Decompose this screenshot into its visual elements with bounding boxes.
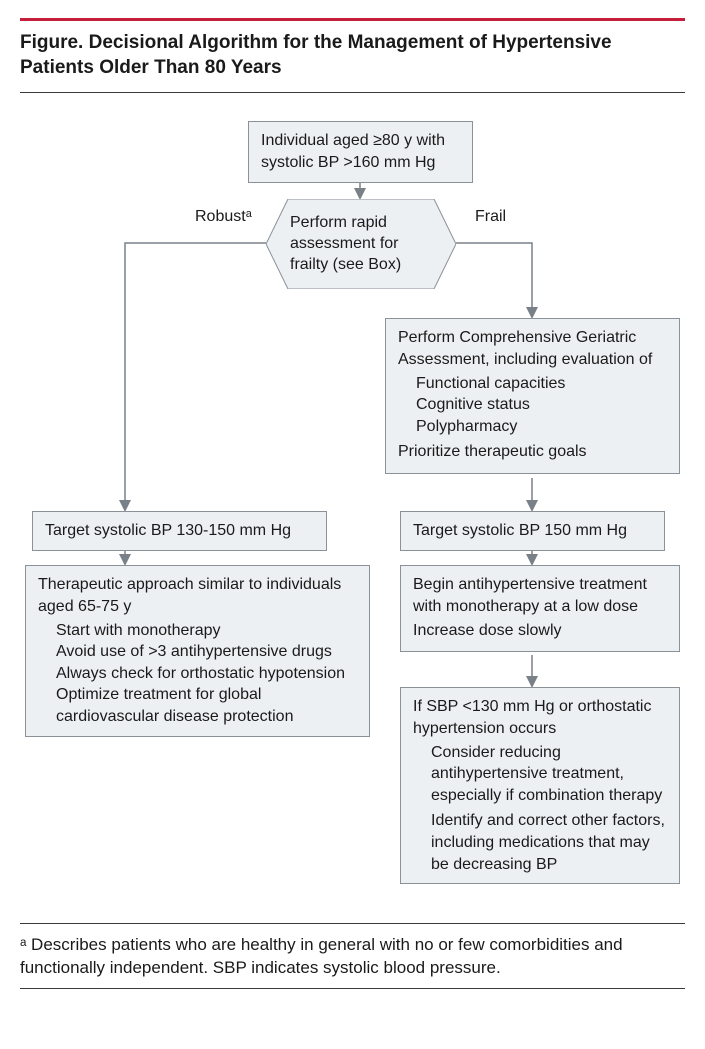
branch-label-frail-text: Frail bbox=[475, 208, 506, 225]
branch-label-robust: Robustᵃ bbox=[195, 208, 252, 226]
node-target-left: Target systolic BP 130-150 mm Hg bbox=[32, 511, 327, 551]
node-if-sbp: If SBP <130 mm Hg or orthostatic hyperte… bbox=[400, 687, 680, 884]
node-begin-right-line-0: Begin antihypertensive treatment with mo… bbox=[413, 574, 667, 617]
node-approach-left-item-1: Avoid use of >3 antihypertensive drugs bbox=[38, 641, 357, 663]
node-cga-item-2: Polypharmacy bbox=[398, 416, 667, 438]
node-start: Individual aged ≥80 y with systolic BP >… bbox=[248, 121, 473, 182]
node-cga-footer: Prioritize therapeutic goals bbox=[398, 441, 667, 463]
branch-label-frail: Frail bbox=[475, 208, 506, 226]
node-assess: Perform rapid assessment for frailty (se… bbox=[266, 199, 456, 289]
node-approach-left-header: Therapeutic approach similar to individu… bbox=[38, 574, 357, 617]
node-cga-item-0: Functional capacities bbox=[398, 373, 667, 395]
node-approach-left-item-2: Always check for orthostatic hypotension bbox=[38, 663, 357, 685]
node-if-sbp-header: If SBP <130 mm Hg or orthostatic hyperte… bbox=[413, 696, 667, 739]
node-target-left-text: Target systolic BP 130-150 mm Hg bbox=[45, 522, 291, 539]
node-start-text: Individual aged ≥80 y with systolic BP >… bbox=[261, 132, 445, 171]
node-cga-header: Perform Comprehensive Geriatric Assessme… bbox=[398, 327, 667, 370]
node-begin-right: Begin antihypertensive treatment with mo… bbox=[400, 565, 680, 652]
node-begin-right-line-1: Increase dose slowly bbox=[413, 620, 667, 642]
branch-label-robust-text: Robustᵃ bbox=[195, 208, 252, 225]
flowchart-canvas: Individual aged ≥80 y with systolic BP >… bbox=[0, 93, 705, 923]
footnote-text: ᵃ Describes patients who are healthy in … bbox=[0, 924, 705, 988]
node-approach-left-item-0: Start with monotherapy bbox=[38, 620, 357, 642]
node-if-sbp-item-1: Identify and correct other factors, incl… bbox=[413, 810, 667, 875]
node-approach-left-item-3: Optimize treatment for global cardiovasc… bbox=[38, 684, 357, 727]
figure-title: Figure. Decisional Algorithm for the Man… bbox=[0, 21, 705, 92]
node-cga-item-1: Cognitive status bbox=[398, 394, 667, 416]
node-assess-text: Perform rapid assessment for frailty (se… bbox=[266, 213, 456, 275]
node-target-right-text: Target systolic BP 150 mm Hg bbox=[413, 522, 627, 539]
node-approach-left: Therapeutic approach similar to individu… bbox=[25, 565, 370, 736]
node-target-right: Target systolic BP 150 mm Hg bbox=[400, 511, 665, 551]
footnote-rule-bottom bbox=[20, 988, 685, 989]
node-if-sbp-item-0: Consider reducing antihypertensive treat… bbox=[413, 742, 667, 807]
node-cga: Perform Comprehensive Geriatric Assessme… bbox=[385, 318, 680, 474]
